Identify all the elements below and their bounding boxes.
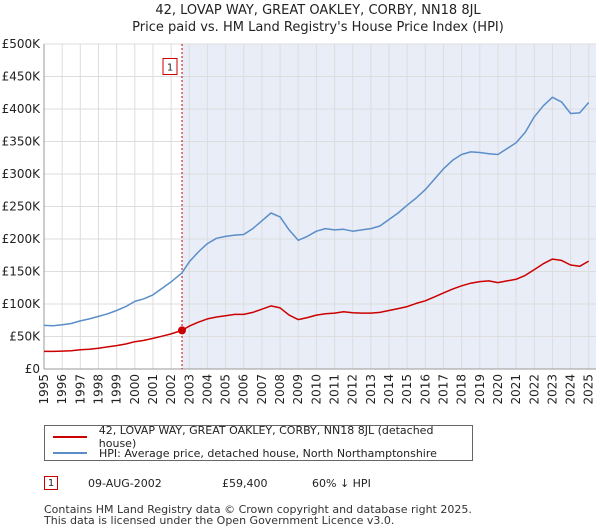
y-tick-label: £300K: [2, 167, 42, 181]
x-tick-label: 2021: [509, 374, 523, 405]
x-tick-label: 2015: [400, 374, 414, 405]
legend-item-property: 42, LOVAP WAY, GREAT OAKLEY, CORBY, NN18…: [53, 424, 472, 450]
y-tick-label: £100K: [2, 297, 42, 311]
legend-label-property: 42, LOVAP WAY, GREAT OAKLEY, CORBY, NN18…: [98, 424, 434, 450]
x-tick-label: 2018: [455, 374, 469, 405]
x-tick-label: 2006: [237, 374, 251, 405]
x-tick-label: 2014: [382, 374, 396, 405]
x-tick-label: 2002: [164, 374, 178, 405]
x-tick-label: 1996: [55, 374, 69, 405]
chart-title: 42, LOVAP WAY, GREAT OAKLEY, CORBY, NN18…: [155, 3, 481, 18]
x-tick-label: 2012: [346, 374, 360, 405]
x-tick-label: 2016: [418, 374, 432, 405]
x-tick-label: 1998: [91, 374, 105, 405]
x-tick-label: 2020: [491, 374, 505, 405]
annotation-label: 1: [167, 63, 173, 74]
x-tick-label: 1997: [73, 374, 87, 405]
footer-line-1: Contains HM Land Registry data © Crown c…: [44, 503, 472, 516]
y-tick-label: £500K: [2, 37, 42, 51]
annotation-box: [162, 58, 178, 75]
x-tick-label: 2013: [364, 374, 378, 405]
price-chart: 42, LOVAP WAY, GREAT OAKLEY, CORBY, NN18…: [2, 3, 596, 405]
property-series-line: [44, 258, 590, 353]
x-tick-label: 2024: [564, 374, 578, 405]
y-tick-label: £0: [25, 362, 40, 376]
legend-swatch-property: [53, 436, 87, 438]
y-tick-label: £200K: [2, 232, 42, 246]
legend-label-hpi: HPI: Average price, detached house, Nort…: [99, 446, 437, 460]
y-tick-label: £50K: [9, 330, 41, 344]
x-tick-label: 1995: [37, 374, 51, 405]
hpi-series-line: [43, 96, 590, 327]
footer-line-2: This data is licensed under the Open Gov…: [44, 514, 395, 527]
x-tick-label: 2023: [545, 374, 559, 405]
y-tick-label: £250K: [2, 200, 42, 214]
x-tick-label: 2025: [582, 374, 596, 405]
x-tick-label: 1999: [110, 374, 124, 405]
transaction-price: £59,400: [222, 477, 268, 490]
x-tick-label: 2003: [182, 374, 196, 405]
x-tick-label: 2000: [128, 374, 142, 405]
transaction-hpi-change: 60% ↓ HPI: [312, 477, 371, 490]
x-tick-label: 2019: [473, 374, 487, 405]
legend: 42, LOVAP WAY, GREAT OAKLEY, CORBY, NN18…: [44, 424, 473, 461]
x-tick-label: 2010: [309, 374, 323, 405]
x-tick-label: 2011: [328, 374, 342, 405]
chart-subtitle: Price paid vs. HM Land Registry's House …: [132, 20, 504, 35]
y-tick-label: £450K: [2, 70, 42, 84]
transaction-marker: 1: [44, 476, 58, 490]
legend-item-hpi: HPI: Average price, detached house, Nort…: [53, 445, 437, 461]
x-tick-label: 2005: [219, 374, 233, 405]
x-tick-label: 2007: [255, 374, 269, 405]
y-tick-label: £350K: [2, 135, 42, 149]
transaction-date: 09-AUG-2002: [88, 477, 162, 490]
legend-swatch-hpi: [53, 452, 87, 454]
x-tick-label: 2008: [273, 374, 287, 405]
y-tick-label: £400K: [2, 102, 42, 116]
x-tick-label: 2017: [436, 374, 450, 405]
x-tick-label: 2009: [291, 374, 305, 405]
x-tick-label: 2004: [200, 374, 214, 405]
footer: Contains HM Land Registry data © Crown c…: [44, 504, 472, 526]
x-tick-label: 2022: [527, 374, 541, 405]
x-tick-label: 2001: [146, 374, 160, 405]
sale-point: [178, 326, 186, 335]
y-tick-label: £150K: [2, 265, 42, 279]
